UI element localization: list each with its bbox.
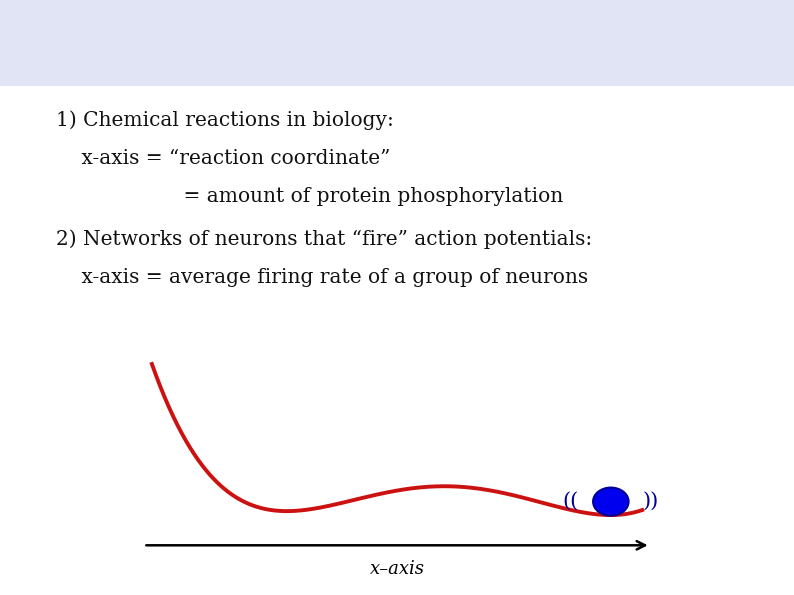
- Text: 2) Networks of neurons that “fire” action potentials:: 2) Networks of neurons that “fire” actio…: [56, 229, 592, 249]
- Text: = amount of protein phosphorylation: = amount of protein phosphorylation: [56, 187, 563, 206]
- Text: x-axis = “reaction coordinate”: x-axis = “reaction coordinate”: [56, 149, 390, 168]
- Ellipse shape: [593, 487, 629, 516]
- Text: x-axis = average firing rate of a group of neurons: x-axis = average firing rate of a group …: [56, 268, 588, 287]
- Text: 1) Chemical reactions in biology:: 1) Chemical reactions in biology:: [56, 110, 394, 130]
- Text: ((: ((: [562, 492, 579, 511]
- Text: )): )): [643, 492, 659, 511]
- Text: x–axis: x–axis: [369, 560, 425, 578]
